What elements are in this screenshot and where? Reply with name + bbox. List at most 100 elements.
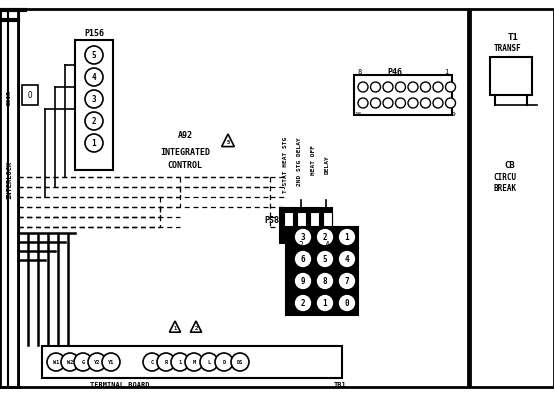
- Text: M: M: [192, 359, 196, 365]
- Circle shape: [396, 82, 406, 92]
- Text: T1: T1: [507, 32, 519, 41]
- Circle shape: [408, 98, 418, 108]
- Text: TB1: TB1: [334, 382, 346, 388]
- Circle shape: [445, 98, 455, 108]
- Text: DS: DS: [237, 359, 243, 365]
- Text: 4: 4: [325, 241, 329, 250]
- Text: CIRCU: CIRCU: [494, 173, 516, 181]
- Circle shape: [371, 98, 381, 108]
- Circle shape: [433, 98, 443, 108]
- Bar: [22, 85, 38, 105]
- Text: W2: W2: [67, 359, 73, 365]
- Circle shape: [171, 353, 189, 371]
- Text: D: D: [223, 359, 225, 365]
- Circle shape: [433, 82, 443, 92]
- Circle shape: [231, 353, 249, 371]
- Text: 1: 1: [178, 359, 182, 365]
- Text: 4: 4: [92, 73, 96, 81]
- Circle shape: [420, 82, 430, 92]
- Circle shape: [358, 98, 368, 108]
- Text: 0: 0: [345, 299, 350, 307]
- Bar: [284, 212, 293, 239]
- Text: 4: 4: [345, 254, 350, 263]
- Text: 2: 2: [301, 299, 305, 307]
- Circle shape: [316, 272, 334, 290]
- Text: 6: 6: [301, 254, 305, 263]
- Text: 1: 1: [444, 69, 448, 75]
- Circle shape: [358, 82, 368, 92]
- Circle shape: [47, 353, 65, 371]
- Text: T-STAT HEAT STG: T-STAT HEAT STG: [283, 137, 288, 193]
- Bar: [280, 208, 332, 243]
- Text: HEAT OFF: HEAT OFF: [310, 145, 315, 175]
- Circle shape: [338, 250, 356, 268]
- Circle shape: [85, 112, 103, 130]
- Text: 1: 1: [322, 299, 327, 307]
- Text: O: O: [28, 90, 32, 100]
- Bar: [42, 346, 342, 378]
- Text: 3: 3: [312, 241, 316, 250]
- Text: Y2: Y2: [94, 359, 100, 365]
- Circle shape: [294, 272, 312, 290]
- Circle shape: [371, 82, 381, 92]
- Bar: [323, 212, 332, 239]
- Text: 1: 1: [345, 233, 350, 241]
- Circle shape: [294, 294, 312, 312]
- Circle shape: [396, 98, 406, 108]
- Text: 8: 8: [322, 276, 327, 286]
- Text: DOOR: DOOR: [7, 90, 12, 105]
- Text: 8: 8: [358, 69, 362, 75]
- Circle shape: [200, 353, 218, 371]
- Text: L: L: [207, 359, 211, 365]
- Circle shape: [294, 228, 312, 246]
- Circle shape: [85, 68, 103, 86]
- Circle shape: [185, 353, 203, 371]
- Text: DELAY: DELAY: [325, 156, 330, 174]
- Circle shape: [61, 353, 79, 371]
- Circle shape: [338, 272, 356, 290]
- Bar: [286, 227, 358, 315]
- Circle shape: [420, 98, 430, 108]
- Text: A92: A92: [177, 130, 192, 139]
- Circle shape: [157, 353, 175, 371]
- Bar: [310, 212, 319, 239]
- Text: G: G: [81, 359, 85, 365]
- Text: 3: 3: [301, 233, 305, 241]
- Text: 1: 1: [173, 325, 177, 331]
- Bar: [297, 212, 306, 239]
- Circle shape: [316, 228, 334, 246]
- Text: 2ND STG DELAY: 2ND STG DELAY: [296, 137, 301, 186]
- Text: CONTROL: CONTROL: [167, 160, 203, 169]
- Circle shape: [316, 294, 334, 312]
- Text: 1: 1: [286, 241, 290, 250]
- Bar: [75, 40, 113, 170]
- Circle shape: [85, 134, 103, 152]
- Text: 5: 5: [92, 51, 96, 60]
- Circle shape: [88, 353, 106, 371]
- Text: 2: 2: [92, 117, 96, 126]
- Text: 9: 9: [301, 276, 305, 286]
- Text: 7: 7: [345, 276, 350, 286]
- Circle shape: [102, 353, 120, 371]
- Circle shape: [445, 82, 455, 92]
- Text: P156: P156: [84, 28, 104, 38]
- Text: W1: W1: [53, 359, 59, 365]
- Circle shape: [85, 46, 103, 64]
- Circle shape: [338, 294, 356, 312]
- Text: P46: P46: [387, 68, 403, 77]
- Text: R: R: [165, 359, 167, 365]
- Circle shape: [383, 98, 393, 108]
- Text: C: C: [151, 359, 153, 365]
- Text: 2: 2: [194, 325, 198, 331]
- Circle shape: [316, 250, 334, 268]
- Circle shape: [338, 228, 356, 246]
- Bar: [490, 57, 532, 95]
- Text: 1: 1: [92, 139, 96, 147]
- Bar: [18, 9, 468, 387]
- Bar: [470, 9, 554, 387]
- Text: CB: CB: [505, 160, 515, 169]
- Text: 5: 5: [227, 139, 229, 145]
- Text: 2: 2: [322, 233, 327, 241]
- Text: Y1: Y1: [108, 359, 114, 365]
- Text: P58: P58: [264, 216, 280, 224]
